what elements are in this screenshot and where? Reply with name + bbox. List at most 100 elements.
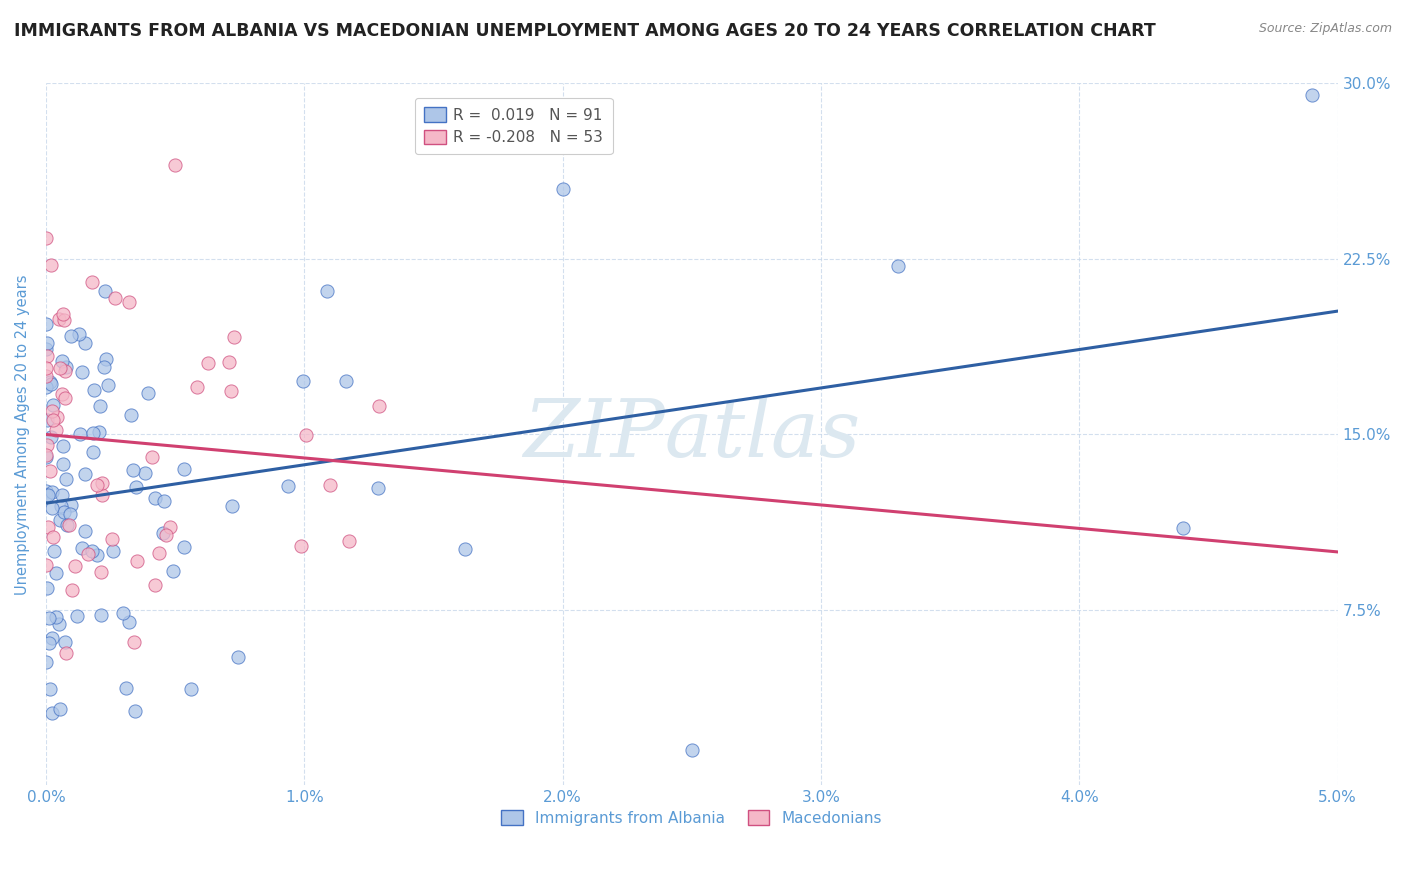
Point (226, 649, 249, 664)
Point (60, 582, 83, 597)
Point (48, 702, 70, 716)
Point (75, 336, 97, 351)
Point (218, 355, 240, 369)
Point (292, 374, 315, 388)
Point (120, 408, 142, 422)
Point (367, 481, 389, 495)
Point (51, 354, 73, 368)
Point (115, 681, 138, 696)
Point (551, 182, 574, 196)
Point (294, 427, 316, 442)
Point (101, 543, 124, 558)
Point (35, 412, 58, 426)
Point (35, 582, 58, 596)
Point (53, 505, 76, 519)
Point (49, 361, 72, 376)
Point (180, 682, 202, 697)
Point (97, 378, 120, 392)
Point (681, 743, 703, 757)
Point (45, 566, 67, 581)
Point (165, 158, 187, 172)
Point (35, 449, 58, 463)
Point (42, 543, 65, 558)
Point (224, 330, 246, 344)
Point (162, 564, 184, 578)
Point (38, 611, 60, 625)
Point (93, 359, 115, 374)
Text: IMMIGRANTS FROM ALBANIA VS MACEDONIAN UNEMPLOYMENT AMONG AGES 20 TO 24 YEARS COR: IMMIGRANTS FROM ALBANIA VS MACEDONIAN UN… (14, 22, 1156, 40)
Point (112, 606, 135, 620)
Point (51, 488, 73, 502)
Legend: Immigrants from Albania, Macedonians: Immigrants from Albania, Macedonians (494, 803, 890, 834)
Point (118, 294, 141, 309)
Point (153, 494, 176, 508)
Point (35, 318, 58, 332)
Point (887, 259, 910, 273)
Point (82, 445, 104, 459)
Point (90, 488, 112, 502)
Point (37, 520, 59, 534)
Point (368, 400, 391, 414)
Point (45, 609, 67, 624)
Point (143, 577, 166, 591)
Point (124, 634, 146, 648)
Point (41, 706, 63, 721)
Text: Source: ZipAtlas.com: Source: ZipAtlas.com (1258, 22, 1392, 36)
Point (125, 479, 148, 493)
Point (55, 647, 77, 661)
Point (41, 413, 63, 427)
Point (75, 467, 97, 482)
Point (55, 518, 77, 533)
Point (89, 400, 111, 414)
Point (136, 385, 159, 400)
Point (49, 513, 72, 527)
Point (59, 508, 82, 522)
Point (41, 501, 63, 516)
Point (35, 450, 58, 465)
Point (42, 530, 65, 544)
Point (48, 311, 70, 326)
Point (127, 554, 149, 568)
Point (35, 484, 58, 499)
Point (70, 365, 93, 379)
Point (221, 499, 243, 513)
Point (219, 384, 242, 398)
Point (173, 540, 195, 554)
Point (290, 539, 312, 553)
Point (55, 360, 77, 375)
Point (86, 549, 108, 563)
Point (35, 231, 58, 245)
Point (45, 423, 67, 437)
Point (143, 491, 166, 506)
Point (35, 360, 58, 375)
Point (52, 439, 75, 453)
Point (319, 477, 342, 491)
Point (35, 655, 58, 669)
Text: ZIP​atlas: ZIP​atlas (523, 395, 860, 473)
Point (454, 541, 477, 556)
Point (335, 375, 357, 389)
Point (315, 285, 337, 299)
Point (39, 377, 62, 392)
Point (35, 336, 58, 351)
Point (173, 462, 195, 476)
Point (141, 450, 163, 464)
Point (35, 488, 58, 502)
Point (87, 425, 110, 439)
Point (60, 498, 83, 512)
Point (1301, 88, 1323, 103)
Point (80, 544, 103, 558)
Point (35, 369, 58, 384)
Point (63, 559, 86, 574)
Point (45, 410, 67, 425)
Point (41, 404, 63, 418)
Point (38, 681, 60, 696)
Point (122, 463, 145, 477)
Point (38, 636, 60, 650)
Point (72, 541, 94, 555)
Point (77, 547, 100, 561)
Point (134, 466, 156, 480)
Point (152, 525, 174, 540)
Point (35, 342, 58, 356)
Point (42, 398, 65, 412)
